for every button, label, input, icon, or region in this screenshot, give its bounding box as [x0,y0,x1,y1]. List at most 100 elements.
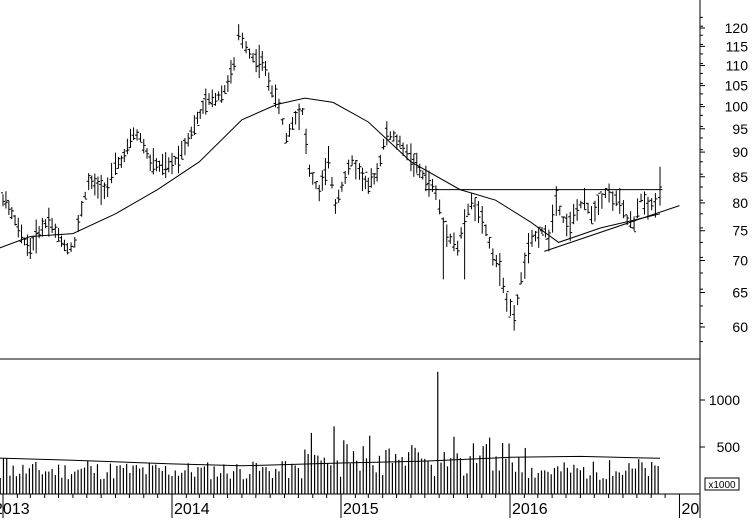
ohlc-bar [247,48,252,59]
ohlc-bar [508,298,513,318]
price-y-tick-label: 80 [732,195,748,211]
ohlc-bar [326,146,331,169]
ohlc-bar [437,199,442,215]
ohlc-bar [561,216,566,224]
time-axis-tick-label: 20 [681,501,699,518]
ohlc-bar [236,24,241,41]
ohlc-bar [504,291,509,312]
ohlc-bar [610,191,615,211]
ohlc-bar [144,147,149,159]
volume-y-tick-label: 500 [717,439,741,455]
ohlc-bar [46,207,51,237]
ohlc-bar [304,128,309,154]
ohlc-bar [632,216,637,233]
ohlc-bar [219,85,224,103]
ohlc-bar [116,157,121,169]
ohlc-bar [494,254,499,268]
ohlc-bar [363,171,368,190]
ohlc-bar [186,133,191,147]
ohlc-bar [607,183,612,203]
ohlc-bars [1,24,663,331]
ohlc-bar [628,211,633,229]
ohlc-bar [225,75,230,92]
ohlc-bar [649,198,654,211]
price-y-tick-label: 85 [732,169,748,185]
ohlc-bar [366,177,371,194]
ohlc-bar [198,109,203,119]
ohlc-bar [614,190,619,207]
ohlc-bar [592,200,597,222]
ohlc-bar [99,174,104,205]
ohlc-bar [596,192,601,216]
ohlc-bar [31,235,36,251]
ohlc-bar [639,193,644,203]
ohlc-bar [635,198,640,218]
ohlc-bar [1,192,5,207]
ohlc-bar [519,272,524,285]
ohlc-bar [240,32,245,49]
ohlc-bar [148,154,153,171]
ohlc-bar [266,72,271,91]
price-moving-average-line [0,97,661,249]
ohlc-bar [394,134,399,150]
price-y-tick-label: 100 [725,99,749,115]
ohlc-bar [658,166,663,206]
ohlc-bar [310,172,315,185]
volume-multiplier-label: x1000 [708,480,736,491]
ohlc-bar [575,199,580,221]
volume-bars [0,371,659,494]
ohlc-bar [141,138,146,154]
ohlc-bar [589,206,594,225]
ohlc-bar [43,219,48,229]
ohlc-bar [564,213,569,237]
ohlc-bar [207,93,212,105]
ohlc-bar [515,294,520,306]
ohlc-bar [16,217,21,238]
ohlc-bar [582,187,587,211]
ohlc-bar [571,203,576,225]
ohlc-bar [336,189,341,203]
ohlc-bar [300,107,305,115]
ohlc-bar [378,154,383,167]
ohlc-bar [284,133,289,144]
ohlc-bar [372,173,377,185]
ohlc-bar [192,115,197,135]
ohlc-bar [384,121,389,146]
ohlc-bar [441,217,446,280]
ohlc-bar [333,199,338,214]
ohlc-bar [466,203,471,217]
ohlc-bar [113,152,118,175]
ohlc-bar [163,152,168,179]
ohlc-bar [599,191,604,209]
ohlc-bar [6,199,11,216]
ohlc-bar [76,215,81,232]
ohlc-bar [451,232,456,252]
ohlc-bar [388,131,393,140]
ohlc-bar [346,159,351,175]
ohlc-bar [512,304,517,331]
ohlc-bar [128,128,133,149]
ohlc-bar [444,220,449,247]
ohlc-bar [3,191,8,209]
ohlc-bar [59,235,64,247]
ohlc-bar [228,60,233,84]
time-axis: 2013 2014 2015 2016 20 [0,493,700,518]
volume-panel: 500 1000 x1000 [0,371,741,494]
price-y-tick-label: 110 [726,58,749,74]
ohlc-bar [179,140,184,160]
ohlc-bar [131,127,136,141]
ohlc-bar [138,133,143,143]
ohlc-bar [125,138,130,155]
price-y-tick-label: 105 [725,78,749,94]
ohlc-bar [411,153,416,177]
ohlc-bar [79,201,84,217]
ohlc-bar [170,152,174,175]
ohlc-bar [270,85,275,98]
volume-multiplier-box [704,477,740,491]
ohlc-bar [483,224,488,237]
ohlc-bar [176,145,181,174]
ohlc-bar [83,191,88,200]
price-y-tick-label: 115 [726,38,749,54]
ohlc-bar [119,155,124,168]
